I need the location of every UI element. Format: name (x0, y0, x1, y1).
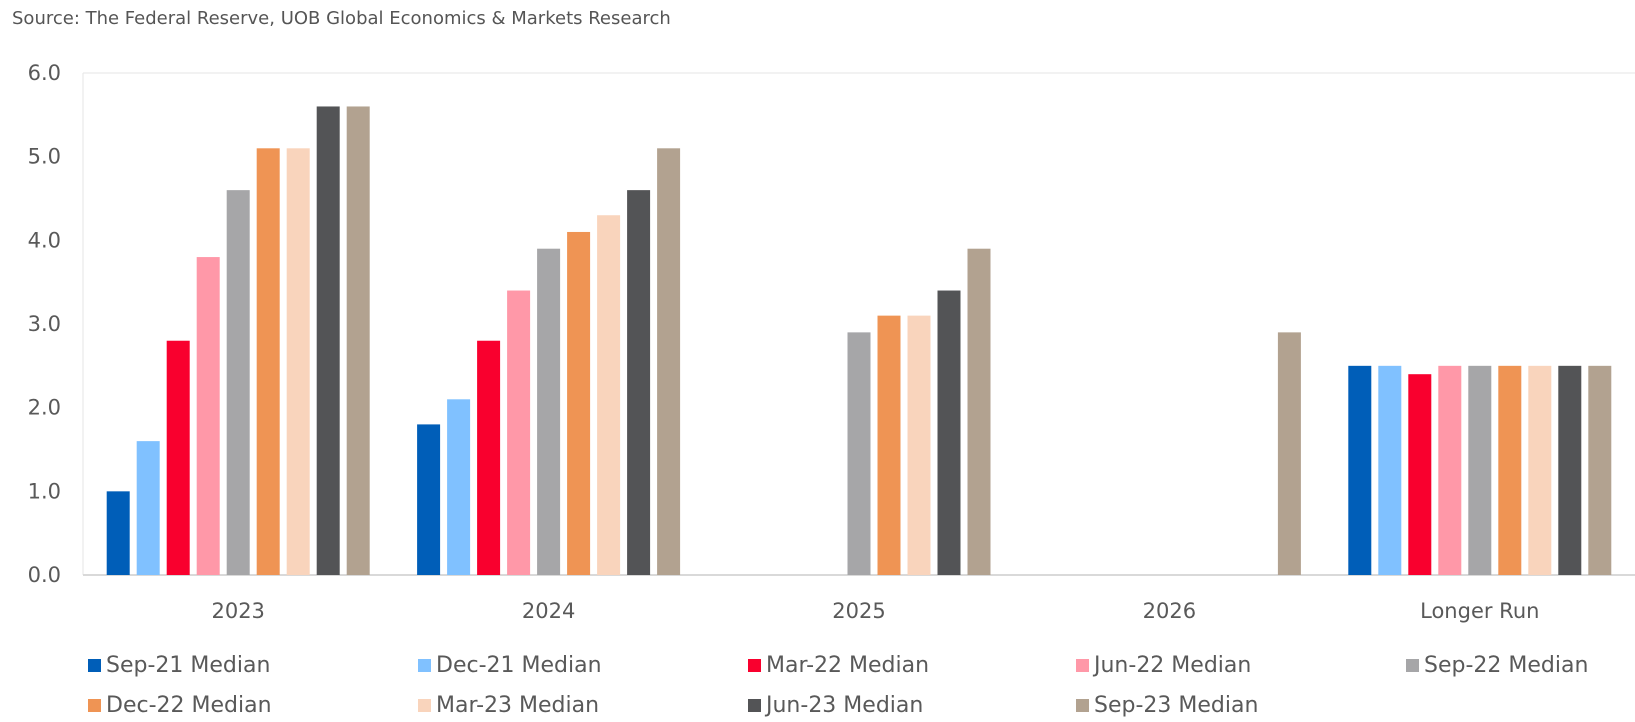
bar (1558, 365, 1582, 575)
bar (477, 340, 501, 575)
bar (937, 290, 961, 575)
bar (136, 441, 160, 575)
bar (286, 148, 310, 576)
x-tick-label: 2024 (522, 599, 575, 623)
x-tick-label: 2023 (211, 599, 264, 623)
bar (316, 106, 340, 575)
x-tick-label: 2026 (1143, 599, 1196, 623)
legend-item: Mar-23 Median (418, 688, 599, 722)
legend-item: Dec-21 Median (418, 648, 602, 682)
legend-swatch (1076, 658, 1089, 672)
legend-label: Dec-22 Median (106, 692, 272, 718)
legend-label: Sep-22 Median (1424, 652, 1589, 678)
y-tick-label: 4.0 (28, 228, 61, 252)
bar (1528, 365, 1552, 575)
legend-swatch (418, 698, 431, 712)
bar (597, 215, 621, 575)
bar (567, 231, 591, 575)
legend-swatch (1406, 658, 1419, 672)
bar (1588, 365, 1612, 575)
legend-swatch (1076, 698, 1089, 712)
bar (657, 148, 681, 576)
legend-label: Sep-21 Median (106, 652, 271, 678)
bar (256, 148, 280, 576)
y-tick-label: 1.0 (28, 479, 61, 503)
legend-label: Sep-23 Median (1094, 692, 1259, 718)
legend-item: Sep-21 Median (88, 648, 270, 682)
legend-label: Dec-21 Median (436, 652, 602, 678)
y-tick-label: 5.0 (28, 145, 61, 169)
legend-item: Jun-23 Median (748, 688, 923, 722)
bar (1438, 365, 1462, 575)
legend-label: Mar-23 Median (436, 692, 600, 718)
bar (907, 315, 931, 575)
legend-swatch (418, 658, 431, 672)
bar (447, 399, 471, 575)
x-tick-label: Longer Run (1420, 599, 1539, 623)
legend-item: Sep-23 Median (1076, 688, 1258, 722)
legend-swatch (748, 658, 761, 672)
bar (346, 106, 370, 575)
bar (847, 332, 871, 575)
bar (1498, 365, 1522, 575)
source-note: Source: The Federal Reserve, UOB Global … (12, 8, 671, 29)
legend-swatch (88, 658, 101, 672)
bar (1378, 365, 1402, 575)
y-tick-label: 3.0 (28, 312, 61, 336)
bar (417, 424, 441, 575)
y-tick-label: 0.0 (28, 563, 61, 587)
legend-item: Jun-22 Median (1076, 648, 1251, 682)
legend-swatch (88, 698, 101, 712)
legend-label: Mar-22 Median (766, 652, 930, 678)
legend-label: Jun-22 Median (1094, 652, 1252, 678)
x-tick-label: 2025 (832, 599, 885, 623)
bar (166, 340, 190, 575)
bar (877, 315, 901, 575)
chart-area: 0.0 1.0 2.0 3.0 4.0 5.0 6.0 2023 2024 2025 2026 Lo… (28, 61, 1635, 623)
legend-item: Sep-22 Median (1406, 648, 1588, 682)
bar (627, 190, 651, 575)
legend-swatch (748, 698, 761, 712)
legend-item: Mar-22 Median (748, 648, 929, 682)
bar (537, 248, 561, 575)
bar (196, 257, 220, 575)
legend-item: Dec-22 Median (88, 688, 272, 722)
bar (1348, 365, 1372, 575)
y-tick-label: 6.0 (28, 61, 61, 85)
bar (106, 491, 130, 575)
bar (1468, 365, 1492, 575)
bar (967, 248, 991, 575)
bar (226, 190, 250, 575)
legend-label: Jun-23 Median (766, 692, 924, 718)
y-tick-label: 2.0 (28, 396, 61, 420)
bar (507, 290, 531, 575)
bar (1277, 332, 1301, 575)
bar (1408, 374, 1432, 575)
